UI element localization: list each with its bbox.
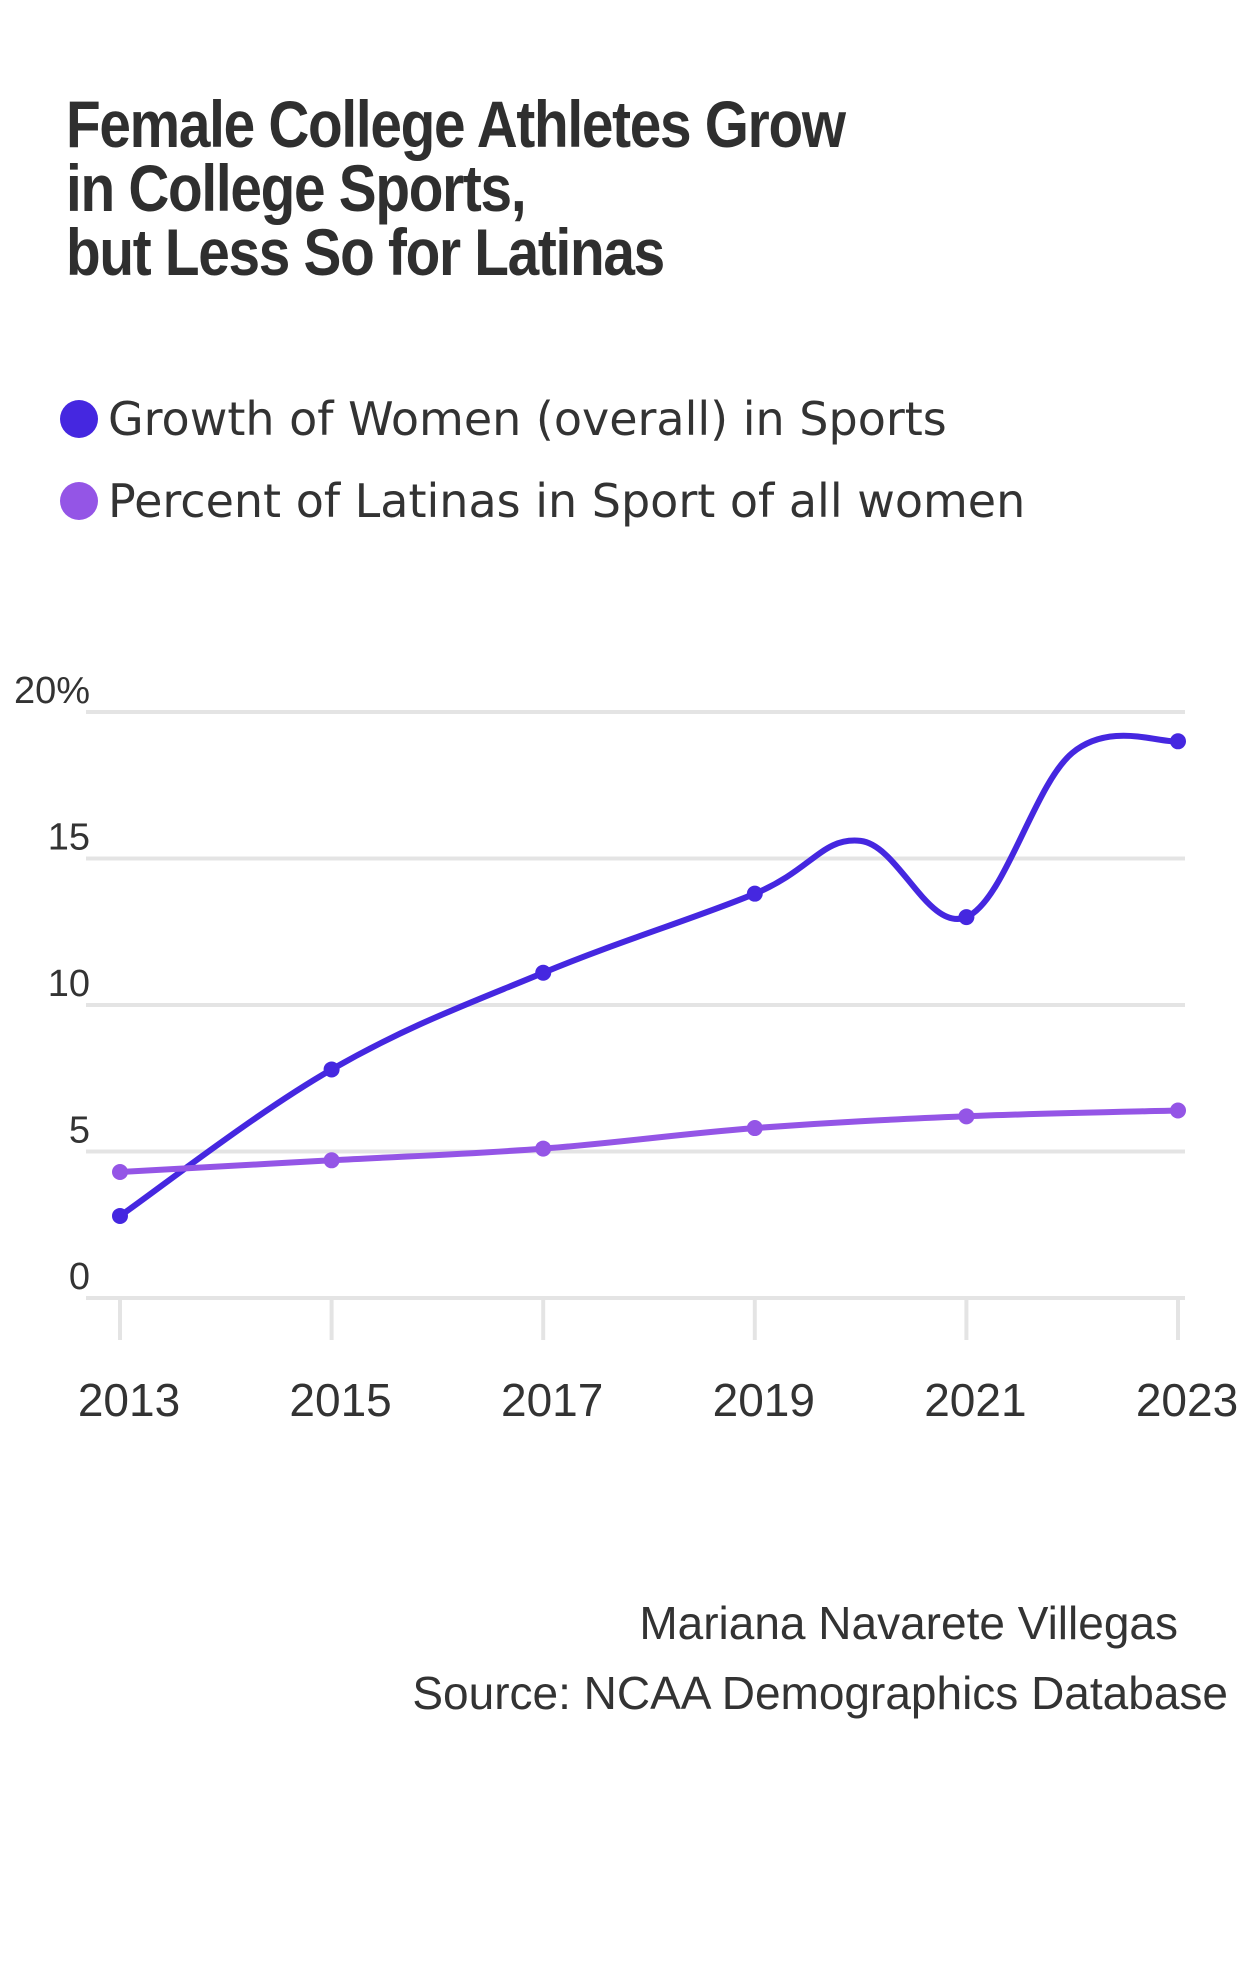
x-tick-label: 2021 [924,1374,1026,1426]
title-line-3: but Less So for Latinas [66,215,665,289]
series-line-2 [117,1107,1181,1175]
x-tick-label: 2017 [501,1374,603,1426]
x-tick-label: 2023 [1136,1374,1238,1426]
y-tick-label: 10 [48,963,90,1005]
legend: Growth of Women (overall) in Sports Perc… [60,378,1025,542]
legend-item-latinas[interactable]: Percent of Latinas in Sport of all women [60,460,1025,542]
data-point-1-2023[interactable] [1170,733,1186,750]
series-lines [117,732,1181,1219]
title-line-1: Female College Athletes Grow [66,87,846,161]
data-point-2-2017[interactable] [535,1140,552,1157]
data-point-2-2013[interactable] [112,1164,128,1181]
legend-dot-icon [60,400,98,438]
line-chart: 20% 15 10 5 0 2013 2015 2017 2019 2021 2023 [14,670,1238,1426]
x-tick-label: 2015 [289,1374,391,1426]
y-tick-label: 5 [69,1110,90,1152]
title-line-2: in College Sports, [66,151,527,225]
data-point-2-2023[interactable] [1170,1102,1186,1119]
data-point-1-2015[interactable] [323,1061,340,1078]
x-axis-ticks [118,1298,1180,1340]
series-markers [112,733,1186,1224]
x-axis-labels: 2013 2015 2017 2019 2021 2023 [78,1374,1238,1426]
legend-label: Percent of Latinas in Sport of all women [108,474,1026,528]
data-point-2-2019[interactable] [746,1120,763,1137]
credits: Mariana Navarete Villegas Source: NCAA D… [412,1588,1228,1728]
y-tick-label: 20% [14,670,90,712]
data-point-2-2015[interactable] [323,1152,340,1169]
chart-title: Female College Athletes Grow in College … [66,87,1029,289]
y-tick-label: 15 [48,817,90,859]
data-point-2-2021[interactable] [958,1108,975,1125]
x-tick-label: 2019 [713,1374,815,1426]
legend-item-women-overall[interactable]: Growth of Women (overall) in Sports [60,378,1025,460]
y-axis-labels: 20% 15 10 5 0 [14,670,90,1298]
x-tick-label: 2013 [78,1374,180,1426]
data-point-1-2013[interactable] [112,1207,128,1224]
y-tick-label: 0 [69,1256,90,1298]
data-point-1-2021[interactable] [958,909,975,926]
series-line-1 [117,732,1181,1219]
data-point-1-2019[interactable] [746,885,763,902]
gridlines [86,710,1185,1300]
author-credit: Mariana Navarete Villegas [639,1597,1178,1649]
source-credit: Source: NCAA Demographics Database [412,1667,1228,1719]
legend-dot-icon [60,482,98,520]
data-point-1-2017[interactable] [535,964,552,981]
legend-label: Growth of Women (overall) in Sports [108,392,947,446]
